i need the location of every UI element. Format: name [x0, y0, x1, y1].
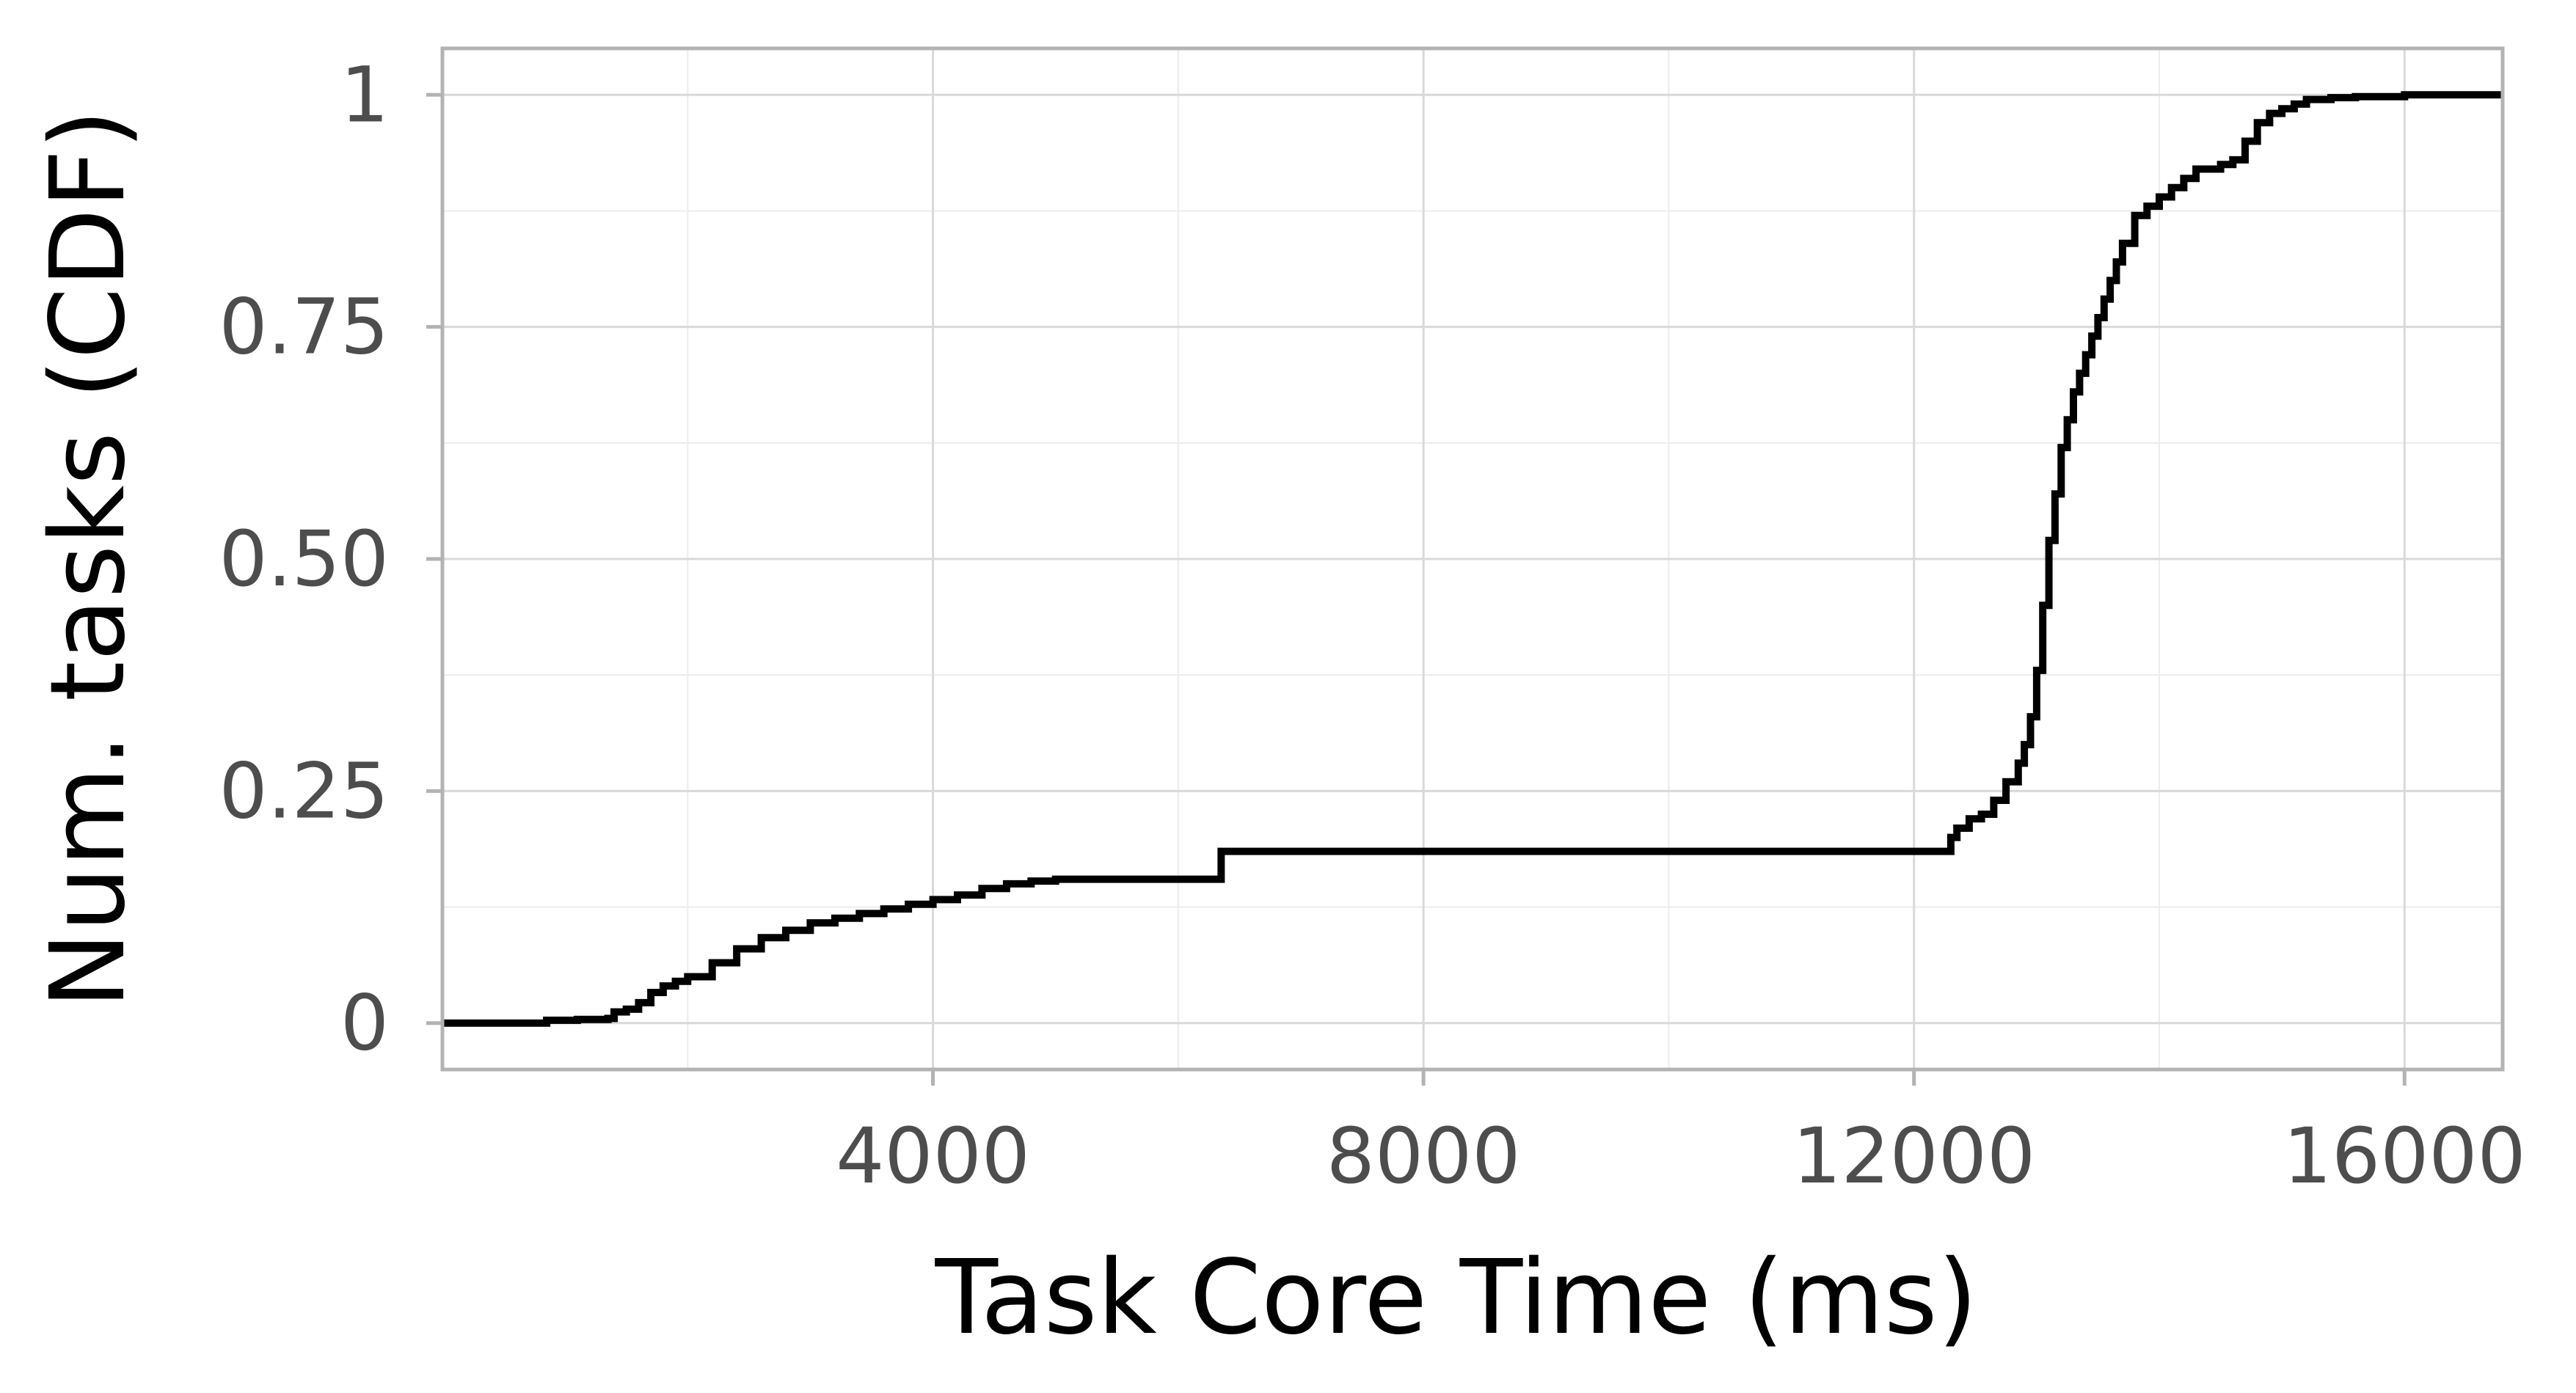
y-axis-ticks: 0 0.25 0.50 0.75 1: [219, 50, 442, 1068]
x-tick-label: 12000: [1792, 1111, 2035, 1201]
data-series: [442, 91, 2503, 1027]
y-tick-label: 0: [340, 979, 389, 1068]
x-tick-label: 16000: [2283, 1111, 2526, 1201]
y-tick-label: 0.75: [219, 282, 389, 372]
x-axis-ticks: 4000 8000 12000 16000: [836, 1070, 2526, 1201]
cdf-series-line: [442, 91, 2503, 1027]
y-tick-label: 0.50: [219, 514, 389, 604]
y-axis-title: Num. tasks (CDF): [29, 109, 148, 1009]
major-gridlines: [442, 48, 2503, 1070]
y-tick-label: 0.25: [219, 746, 389, 836]
x-tick-label: 4000: [836, 1111, 1030, 1201]
y-tick-label: 1: [340, 50, 389, 139]
x-axis-title: Task Core Time (ms): [935, 1238, 1978, 1358]
x-tick-label: 8000: [1327, 1111, 1521, 1201]
